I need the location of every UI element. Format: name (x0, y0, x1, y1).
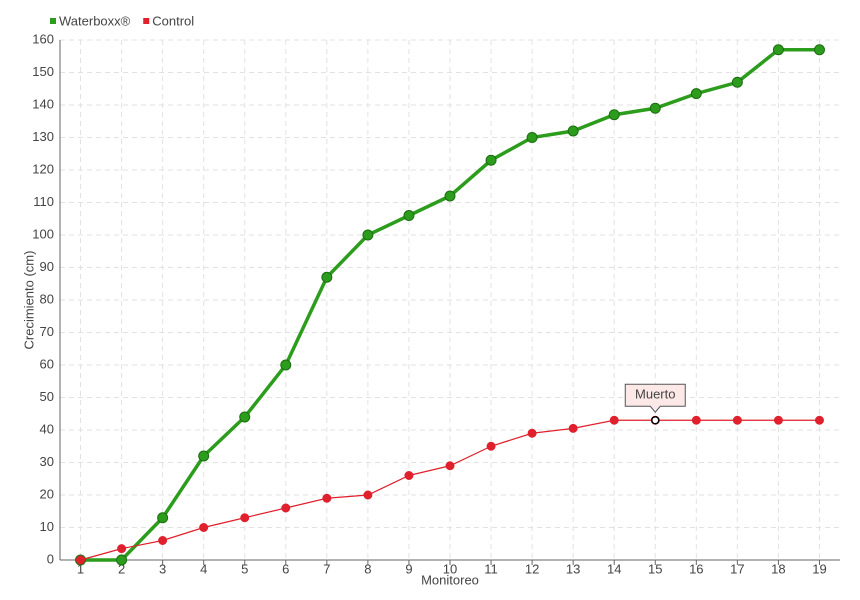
data-point (567, 125, 579, 137)
legend-swatch (50, 18, 56, 24)
legend-swatch (143, 18, 150, 24)
y-tick-label: 10 (40, 519, 54, 534)
legend-label: Control (152, 13, 194, 28)
data-point (486, 441, 496, 451)
x-tick-label: 2 (118, 561, 125, 576)
data-point (116, 554, 128, 566)
x-tick-label: 17 (730, 561, 744, 576)
data-point (772, 44, 784, 56)
x-tick-label: 13 (566, 561, 580, 576)
data-point (240, 513, 250, 523)
data-point (609, 415, 619, 425)
data-point (76, 555, 86, 565)
data-point (404, 471, 414, 480)
data-point (527, 428, 537, 438)
y-tick-label: 90 (40, 259, 54, 274)
data-point (239, 411, 251, 423)
y-tick-label: 130 (32, 129, 54, 144)
x-tick-label: 5 (241, 561, 248, 576)
data-point (813, 44, 825, 56)
data-point (526, 132, 538, 143)
data-point (363, 490, 373, 500)
y-tick-label: 30 (40, 454, 54, 469)
x-tick-label: 18 (771, 561, 785, 576)
data-point (362, 229, 374, 241)
y-tick-label: 140 (32, 96, 54, 111)
x-tick-label: 9 (405, 561, 412, 576)
y-axis-label: Crecimiento (cm) (21, 251, 36, 350)
y-tick-label: 160 (32, 31, 54, 46)
data-point (568, 423, 578, 433)
y-tick-label: 0 (47, 551, 54, 566)
x-tick-label: 8 (364, 561, 371, 576)
data-point (445, 461, 455, 471)
data-point (773, 415, 783, 425)
data-point (280, 359, 292, 371)
data-point (485, 154, 497, 166)
data-point (649, 102, 661, 114)
y-tick-label: 150 (32, 64, 54, 79)
y-tick-label: 20 (40, 486, 54, 501)
x-tick-label: 4 (200, 561, 207, 576)
y-tick-label: 40 (40, 421, 54, 436)
data-point (281, 503, 291, 513)
data-point (691, 415, 701, 425)
data-point (198, 450, 210, 462)
y-tick-label: 80 (40, 291, 54, 306)
data-point (199, 523, 209, 532)
x-tick-label: 10 (443, 561, 457, 576)
data-point (322, 493, 332, 503)
x-tick-label: 12 (525, 561, 539, 576)
x-tick-label: 11 (484, 561, 498, 576)
data-point (157, 512, 169, 524)
annotation: Muerto (624, 383, 686, 414)
y-tick-label: 100 (32, 226, 54, 241)
x-tick-label: 15 (648, 561, 662, 576)
annotation-text: Muerto (635, 387, 675, 402)
x-tick-label: 14 (607, 561, 621, 576)
legend-label: Waterboxx® (59, 13, 131, 28)
y-tick-label: 110 (33, 194, 54, 209)
annotated-point (651, 416, 660, 425)
x-tick-label: 6 (282, 561, 289, 576)
x-tick-label: 1 (77, 561, 84, 576)
y-tick-label: 120 (32, 161, 54, 176)
data-point (731, 76, 743, 88)
data-point (608, 109, 620, 121)
x-tick-label: 19 (812, 561, 826, 576)
y-tick-label: 60 (40, 356, 54, 371)
data-point (321, 271, 333, 283)
y-tick-label: 70 (40, 324, 54, 339)
data-point (690, 88, 702, 100)
x-tick-label: 7 (323, 561, 330, 576)
annotation-box (624, 383, 686, 414)
data-point (117, 544, 127, 554)
data-point (158, 536, 168, 545)
data-point (814, 415, 824, 425)
data-point (403, 210, 415, 221)
y-tick-label: 50 (40, 389, 54, 404)
x-tick-label: 16 (689, 561, 703, 576)
x-tick-label: 3 (159, 561, 166, 576)
data-point (732, 415, 742, 425)
x-axis-label: Monitoreo (421, 572, 479, 587)
data-point (444, 190, 456, 202)
